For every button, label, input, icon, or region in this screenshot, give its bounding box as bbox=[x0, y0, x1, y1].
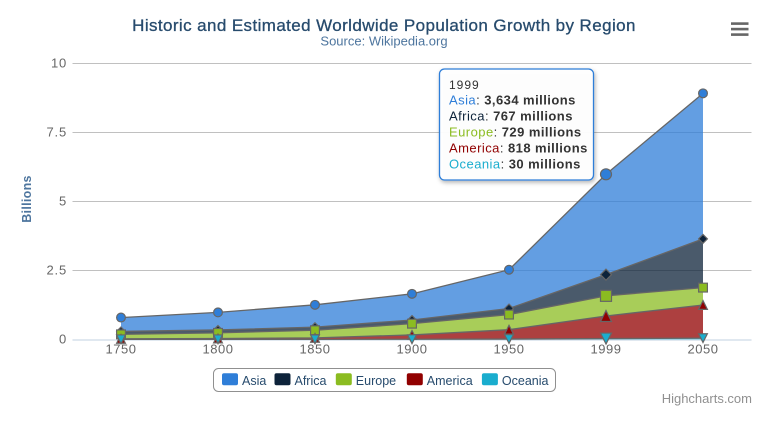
svg-text:1800: 1800 bbox=[202, 342, 233, 357]
svg-text:Billions: Billions bbox=[20, 175, 34, 223]
svg-text:2050: 2050 bbox=[687, 342, 718, 357]
svg-text:7.5: 7.5 bbox=[47, 125, 67, 140]
svg-text:Asia: 3,634 millions: Asia: 3,634 millions bbox=[449, 93, 576, 108]
svg-text:Oceania: Oceania bbox=[502, 374, 549, 388]
svg-text:Africa: 767 millions: Africa: 767 millions bbox=[449, 109, 573, 124]
svg-text:1850: 1850 bbox=[299, 342, 330, 357]
svg-text:Europe: 729 millions: Europe: 729 millions bbox=[449, 125, 582, 140]
svg-text:Africa: Africa bbox=[295, 374, 327, 388]
svg-text:5: 5 bbox=[59, 194, 67, 209]
svg-text:Source: Wikipedia.org: Source: Wikipedia.org bbox=[320, 34, 447, 49]
svg-text:0: 0 bbox=[59, 332, 67, 347]
svg-text:1900: 1900 bbox=[396, 342, 427, 357]
svg-text:1950: 1950 bbox=[493, 342, 524, 357]
svg-text:Asia: Asia bbox=[242, 374, 266, 388]
svg-text:Europe: Europe bbox=[356, 374, 396, 388]
svg-text:1750: 1750 bbox=[105, 342, 136, 357]
svg-text:10: 10 bbox=[51, 56, 67, 71]
svg-text:Oceania: 30 millions: Oceania: 30 millions bbox=[449, 156, 581, 171]
svg-text:Historic and Estimated Worldwi: Historic and Estimated Worldwide Populat… bbox=[132, 16, 636, 35]
svg-text:2.5: 2.5 bbox=[47, 263, 67, 278]
svg-text:America: America bbox=[427, 374, 473, 388]
svg-text:Highcharts.com: Highcharts.com bbox=[662, 391, 752, 406]
svg-text:1999: 1999 bbox=[449, 78, 480, 92]
svg-text:1999: 1999 bbox=[590, 342, 621, 357]
svg-text:America: 818 millions: America: 818 millions bbox=[449, 140, 588, 155]
